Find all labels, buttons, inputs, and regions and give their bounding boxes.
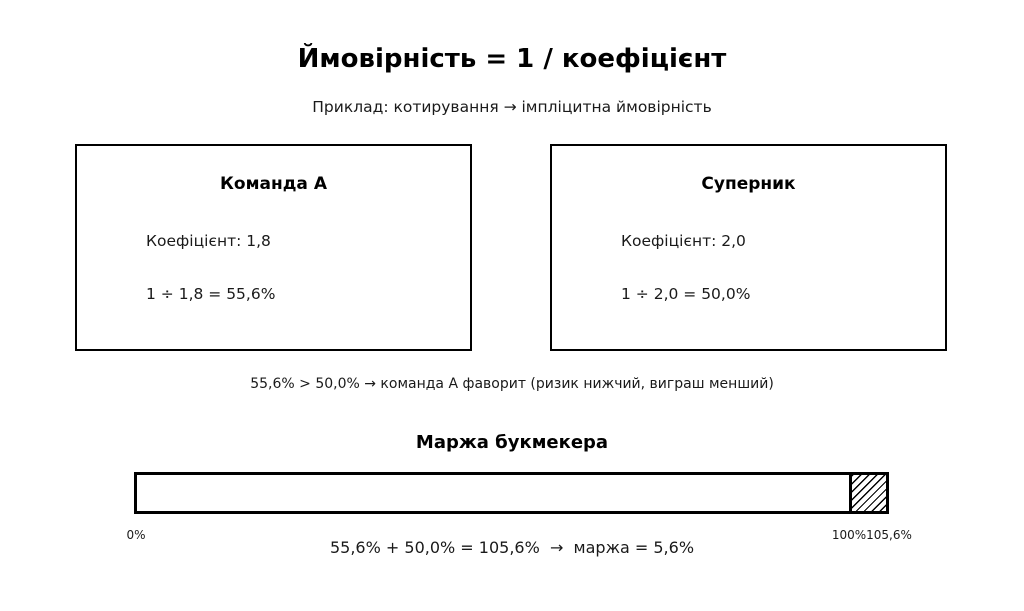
bar-label-0: 0%: [126, 528, 146, 542]
team-a-title: Команда А: [220, 174, 327, 194]
page-title: Ймовірність = 1 / коефіцієнт: [297, 44, 727, 74]
opponent-probability: 1 ÷ 2,0 = 50,0%: [621, 285, 751, 303]
team-a-odds: Коефіцієнт: 1,8: [146, 232, 271, 250]
bar-probability-segment: [137, 475, 849, 511]
margin-formula: 55,6% + 50,0% = 105,6% → маржа = 5,6%: [329, 538, 695, 557]
margin-section-title: Маржа букмекера: [415, 432, 609, 453]
team-a-box: Команда А Коефіцієнт: 1,8 1 ÷ 1,8 = 55,6…: [75, 144, 472, 351]
bar-label-105-6: 105,6%: [866, 528, 912, 542]
opponent-odds: Коефіцієнт: 2,0: [621, 232, 746, 250]
margin-bar: [134, 472, 889, 514]
subtitle: Приклад: котирування → імпліцитна ймовір…: [312, 98, 712, 116]
favorite-comparison-note: 55,6% > 50,0% → команда А фаворит (ризик…: [250, 376, 774, 392]
bar-label-100: 100%: [831, 528, 867, 542]
team-a-probability: 1 ÷ 1,8 = 55,6%: [146, 285, 276, 303]
opponent-title: Суперник: [701, 174, 796, 194]
opponent-box: Суперник Коефіцієнт: 2,0 1 ÷ 2,0 = 50,0%: [550, 144, 947, 351]
bar-overround-hatched-segment: [849, 475, 886, 511]
